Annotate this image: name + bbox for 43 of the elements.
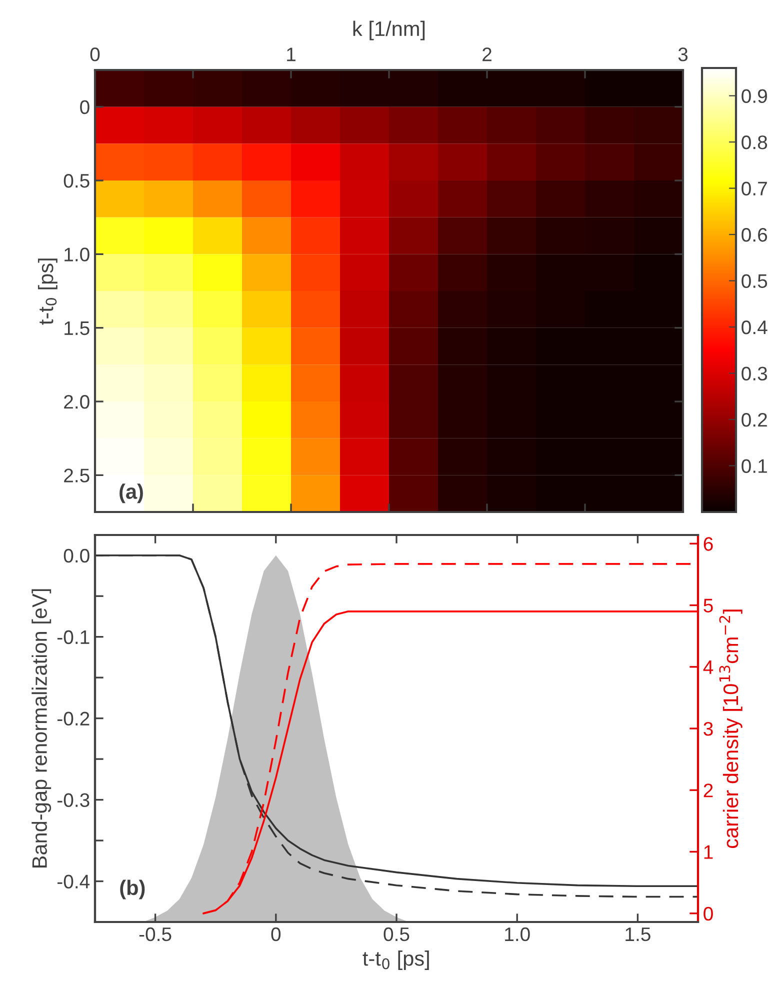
y2-axis-title: carrier density [10$^{13}$cm$^{−2}$] bbox=[719, 610, 742, 848]
color-bar-label: 0.5 bbox=[742, 274, 768, 288]
x-axis-title: t-t$_{0}$ [ps] bbox=[362, 950, 429, 970]
x-tick-label: 0.5 bbox=[384, 927, 410, 942]
x-tick-label: 0 bbox=[90, 48, 100, 62]
y2-tick-label: 1 bbox=[704, 845, 713, 859]
x-axis-title: k [1/nm] bbox=[353, 20, 425, 40]
y2-tick-label: 3 bbox=[704, 722, 713, 736]
color-bar-label: 0.3 bbox=[742, 366, 768, 380]
x-tick-label: 3 bbox=[678, 48, 688, 62]
x-tick-label: 1.0 bbox=[505, 927, 530, 942]
color-bar-label: 0.1 bbox=[742, 459, 767, 473]
x-tick-label: 1 bbox=[287, 48, 296, 62]
x-tick-label: 1.5 bbox=[626, 928, 650, 942]
y2-tick-label: 2 bbox=[704, 784, 713, 798]
y-tick-label: 0 bbox=[80, 100, 90, 114]
color-bar-label: 0.9 bbox=[742, 89, 767, 103]
annotation: (b) bbox=[120, 880, 145, 900]
y-tick-label: -0.3 bbox=[58, 793, 90, 808]
color-bar-label: 0.7 bbox=[742, 182, 767, 196]
y-tick-label: -0.2 bbox=[58, 712, 90, 726]
x-tick-label: 0 bbox=[271, 927, 281, 942]
y-tick-label: 1.0 bbox=[64, 248, 90, 262]
annotation: (a) bbox=[120, 484, 143, 504]
y2-tick-label: 5 bbox=[704, 598, 713, 612]
color-bar-label: 0.2 bbox=[742, 412, 767, 427]
color-bar-label: 0.6 bbox=[742, 228, 768, 242]
y-tick-label: 0.5 bbox=[64, 174, 90, 188]
y2-tick-label: 4 bbox=[703, 660, 714, 674]
y2-tick-label: 6 bbox=[704, 537, 713, 551]
y-axis-title: t-t$_{0}$ [ps] bbox=[38, 258, 58, 325]
y-tick-label: 0.0 bbox=[64, 548, 90, 563]
y-tick-label: 2.5 bbox=[64, 468, 90, 482]
y2-tick-label: 0 bbox=[704, 906, 713, 921]
y-tick-label: 2.0 bbox=[64, 394, 90, 409]
x-tick-label: -0.5 bbox=[139, 927, 172, 942]
color-bar-label: 0.4 bbox=[742, 320, 768, 334]
y-axis-title: Band-gap renormalization [eV] bbox=[32, 589, 52, 868]
color-bar-label: 0.8 bbox=[742, 135, 768, 150]
x-tick-label: 2 bbox=[482, 48, 492, 62]
y-tick-label: 1.5 bbox=[64, 322, 90, 336]
y-tick-label: -0.1 bbox=[58, 630, 90, 644]
y-tick-label: -0.4 bbox=[58, 874, 90, 888]
